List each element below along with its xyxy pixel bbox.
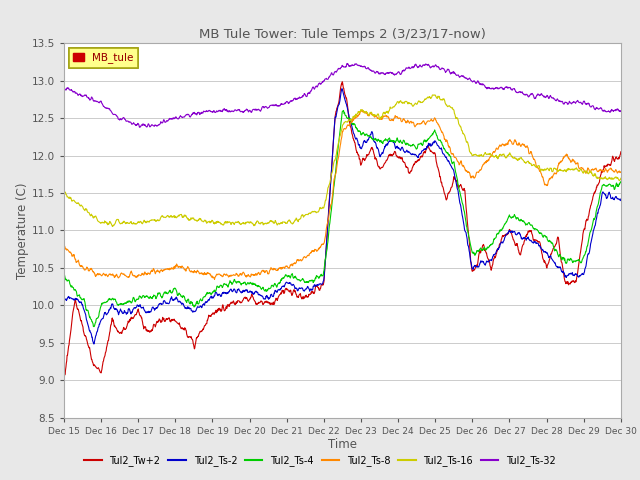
Tul2_Tw+2 [184,334,191,340]
Tul2_Ts-8 [170,264,178,269]
Tul2_Ts-16 [431,92,438,98]
Tul2_Ts-2 [60,297,68,302]
Tul2_Tw+2 [502,233,509,239]
Tul2_Ts-2 [338,86,346,92]
Tul2_Ts-32 [502,84,510,90]
Tul2_Ts-4 [617,180,625,185]
Tul2_Ts-32 [617,108,625,114]
Tul2_Ts-2 [429,139,437,145]
Tul2_Ts-4 [171,285,179,291]
Tul2_Ts-4 [552,247,559,253]
Line: Tul2_Tw+2: Tul2_Tw+2 [64,82,621,379]
Tul2_Tw+2 [339,79,346,84]
Tul2_Ts-8 [184,264,191,269]
Tul2_Ts-2 [552,261,559,267]
Tul2_Ts-2 [246,289,254,295]
Y-axis label: Temperature (C): Temperature (C) [16,182,29,279]
Tul2_Ts-4 [90,324,97,329]
Tul2_Tw+2 [429,150,437,156]
Tul2_Ts-16 [552,166,559,172]
Tul2_Ts-4 [60,270,68,276]
Tul2_Ts-8 [246,274,254,280]
X-axis label: Time: Time [328,438,357,451]
Tul2_Tw+2 [246,296,254,302]
Tul2_Ts-8 [211,276,218,282]
Tul2_Ts-2 [617,196,625,202]
Tul2_Ts-4 [340,108,348,113]
Line: Tul2_Ts-32: Tul2_Ts-32 [64,63,621,127]
Tul2_Ts-8 [502,141,510,147]
Tul2_Ts-4 [502,219,510,225]
Tul2_Ts-16 [171,215,179,220]
Legend: MB_tule: MB_tule [69,48,138,68]
Tul2_Ts-2 [90,341,98,347]
Tul2_Ts-32 [60,85,68,91]
Tul2_Ts-8 [552,170,559,176]
Line: Tul2_Ts-4: Tul2_Ts-4 [64,110,621,326]
Tul2_Ts-8 [358,107,365,113]
Tul2_Ts-16 [109,224,116,229]
Tul2_Ts-16 [502,155,510,160]
Tul2_Ts-32 [552,97,559,103]
Tul2_Ts-32 [429,64,437,70]
Tul2_Tw+2 [617,149,625,155]
Tul2_Ts-4 [184,296,192,302]
Tul2_Ts-16 [184,216,192,221]
Tul2_Ts-32 [136,124,143,130]
Tul2_Tw+2 [170,316,178,322]
Line: Tul2_Ts-2: Tul2_Ts-2 [64,89,621,344]
Tul2_Tw+2 [551,243,559,249]
Line: Tul2_Ts-16: Tul2_Ts-16 [64,95,621,227]
Tul2_Ts-32 [246,108,254,114]
Line: Tul2_Ts-8: Tul2_Ts-8 [64,110,621,279]
Tul2_Ts-4 [429,129,437,135]
Tul2_Tw+2 [60,376,68,382]
Tul2_Ts-32 [184,111,192,117]
Tul2_Ts-16 [617,175,625,181]
Tul2_Ts-32 [344,60,351,66]
Tul2_Ts-4 [246,280,254,286]
Title: MB Tule Tower: Tule Temps 2 (3/23/17-now): MB Tule Tower: Tule Temps 2 (3/23/17-now… [199,28,486,41]
Tul2_Ts-32 [171,115,179,121]
Tul2_Ts-16 [429,92,437,98]
Tul2_Ts-8 [429,118,437,123]
Tul2_Ts-2 [171,297,179,303]
Legend: Tul2_Tw+2, Tul2_Ts-2, Tul2_Ts-4, Tul2_Ts-8, Tul2_Ts-16, Tul2_Ts-32: Tul2_Tw+2, Tul2_Ts-2, Tul2_Ts-4, Tul2_Ts… [81,452,559,470]
Tul2_Ts-16 [246,219,254,225]
Tul2_Ts-2 [502,231,510,237]
Tul2_Ts-16 [60,189,68,194]
Tul2_Ts-2 [184,306,192,312]
Tul2_Ts-8 [617,169,625,175]
Tul2_Ts-8 [60,242,68,248]
